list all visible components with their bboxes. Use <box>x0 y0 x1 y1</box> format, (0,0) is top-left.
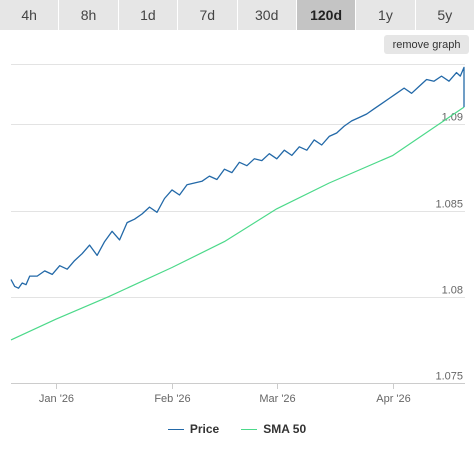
legend-swatch-price <box>167 428 184 430</box>
remove-graph-button[interactable]: remove graph <box>384 35 469 54</box>
range-1y-button[interactable]: 1y <box>356 0 416 30</box>
legend-item-price[interactable]: Price <box>167 422 220 436</box>
y-tick-label: 1.08 <box>442 285 463 297</box>
range-120d-button[interactable]: 120d <box>296 0 357 30</box>
time-range-selector: 4h 8h 1d 7d 30d 120d 1y 5y <box>0 0 474 30</box>
y-axis-labels: 1.075 1.08 1.085 1.09 <box>435 112 463 383</box>
legend-label-sma-50: SMA 50 <box>263 422 307 436</box>
series-lines <box>10 66 465 341</box>
x-tick-label: Apr '26 <box>376 393 411 405</box>
legend-swatch-sma-50 <box>241 428 258 430</box>
x-tick-label: Feb '26 <box>154 393 190 405</box>
chart-legend: Price SMA 50 <box>0 418 474 440</box>
legend-item-sma-50[interactable]: SMA 50 <box>241 422 306 436</box>
range-30d-button[interactable]: 30d <box>237 0 297 30</box>
grid-lines <box>11 64 465 389</box>
series-line-price <box>10 66 465 289</box>
y-tick-label: 1.075 <box>435 371 463 383</box>
x-tick-label: Mar '26 <box>259 393 295 405</box>
range-1d-button[interactable]: 1d <box>118 0 179 30</box>
series-line-sma-50 <box>10 106 465 341</box>
range-7d-button[interactable]: 7d <box>178 0 238 30</box>
legend-label-price: Price <box>189 422 220 436</box>
range-4h-button[interactable]: 4h <box>0 0 60 30</box>
y-tick-label: 1.09 <box>442 112 463 124</box>
range-5y-button[interactable]: 5y <box>415 0 474 30</box>
x-axis-labels: Jan '26 Feb '26 Mar '26 Apr '26 <box>39 393 411 405</box>
x-tick-label: Jan '26 <box>39 393 74 405</box>
y-tick-label: 1.085 <box>435 199 463 211</box>
range-8h-button[interactable]: 8h <box>59 0 119 30</box>
